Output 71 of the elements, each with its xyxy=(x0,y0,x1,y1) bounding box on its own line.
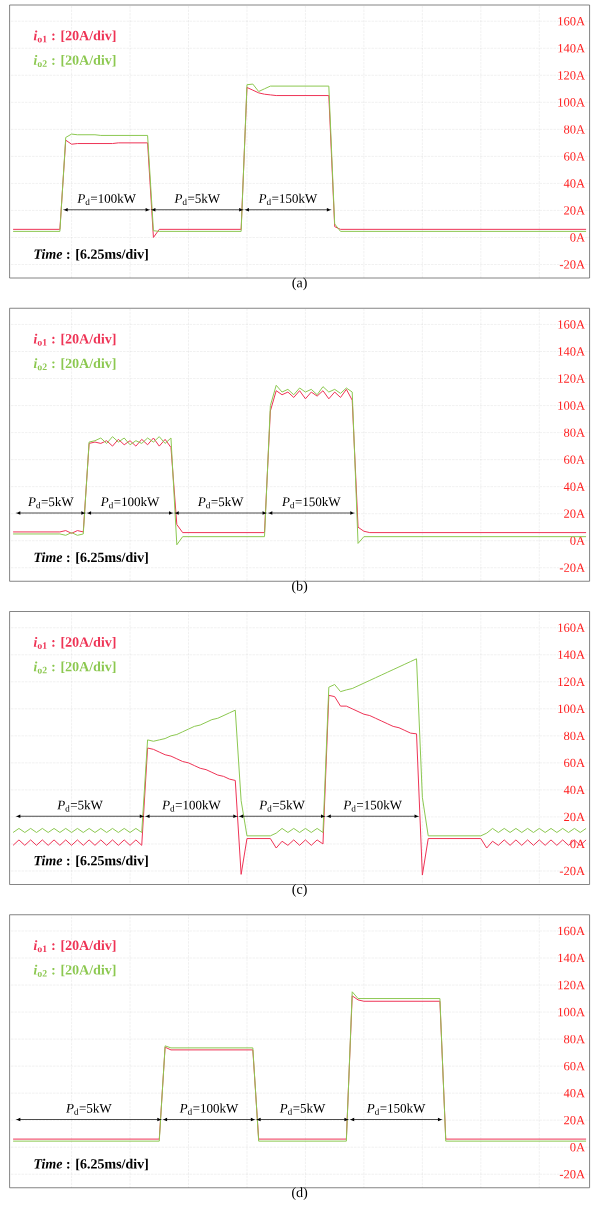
text: i$_{o1}$ : [20A/div] xyxy=(33,636,116,649)
annotation: P$_{d}$=100kW xyxy=(162,800,221,812)
y-tick-label: 120A xyxy=(558,677,585,687)
y-tick-label: 140A xyxy=(558,347,585,356)
annotation: Time : [6.25ms/div] xyxy=(34,855,148,868)
y-tick-label: 80A xyxy=(564,125,585,134)
annotation: P$_{d}$=150kW xyxy=(258,193,318,206)
y-tick-label: 0A xyxy=(570,233,585,242)
y-tick-label: 120A xyxy=(558,71,585,80)
y-tick-label: 80A xyxy=(564,428,585,437)
y-tick-label: 140A xyxy=(558,44,585,53)
text: i$_{o2}$ : [20A/div] xyxy=(33,358,116,371)
y-tick-label: 60A xyxy=(564,1061,585,1071)
y-tick-label: -20A xyxy=(559,563,585,572)
annotation: P$_{d}$=5kW xyxy=(27,497,74,509)
annotation: Time : [6.25ms/div] xyxy=(34,249,148,261)
y-tick-label: 40A xyxy=(563,1088,585,1098)
y-tick-label: 60A xyxy=(564,758,585,768)
text: i$_{o2}$ : [20A/div] xyxy=(33,964,116,977)
text: (d) xyxy=(292,1187,308,1200)
y-tick-label: 140A xyxy=(558,650,585,659)
text: i$_{o2}$ : [20A/div] xyxy=(33,661,116,674)
y-tick-label: 20A xyxy=(564,1115,585,1125)
annotation: P$_{d}$=5kW xyxy=(57,800,103,812)
y-tick-label: 20A xyxy=(564,206,585,215)
text: (b) xyxy=(292,580,308,594)
y-tick-label: 20A xyxy=(564,509,585,518)
y-tick-label: 60A xyxy=(564,152,585,161)
annotation: Time : [6.25ms/div] xyxy=(34,1158,148,1171)
y-tick-label: 100A xyxy=(558,1007,585,1017)
y-tick-label: 40A xyxy=(563,482,585,491)
annotation: P$_{d}$=100kW xyxy=(77,193,136,206)
annotation: P$_{d}$=150kW xyxy=(366,1103,426,1115)
y-tick-label: 80A xyxy=(564,1034,585,1044)
text: i$_{o2}$ : [20A/div] xyxy=(33,54,116,67)
y-tick-label: 120A xyxy=(558,980,585,990)
y-tick-label: -20A xyxy=(559,260,585,269)
annotation: P$_{d}$=5kW xyxy=(279,1103,326,1115)
y-tick-label: 80A xyxy=(564,731,585,741)
y-tick-label: 20A xyxy=(564,812,585,822)
annotation: Time : [6.25ms/div] xyxy=(34,552,148,564)
y-tick-label: 0A xyxy=(570,536,585,545)
y-tick-label: 160A xyxy=(558,320,585,329)
y-tick-label: 40A xyxy=(563,785,585,795)
y-tick-label: 160A xyxy=(558,623,585,632)
y-tick-label: 100A xyxy=(558,401,585,410)
annotation: P$_{d}$=100kW xyxy=(179,1103,239,1115)
annotation: P$_{d}$=5kW xyxy=(259,800,305,812)
y-tick-label: 140A xyxy=(558,953,585,963)
annotation: P$_{d}$=5kW xyxy=(174,193,221,206)
y-tick-label: 0A xyxy=(570,1143,585,1152)
y-tick-label: 100A xyxy=(558,704,585,714)
y-tick-label: 0A xyxy=(570,839,585,849)
text: (c) xyxy=(292,884,307,897)
text: i$_{o1}$ : [20A/div] xyxy=(33,940,116,953)
y-tick-label: 60A xyxy=(564,455,585,464)
annotation: P$_{d}$=150kW xyxy=(343,800,402,812)
annotation: P$_{d}$=100kW xyxy=(100,497,160,509)
y-tick-label: -20A xyxy=(559,1170,585,1179)
y-tick-label: 120A xyxy=(558,374,585,383)
annotation: P$_{d}$=5kW xyxy=(197,497,244,509)
y-tick-label: 160A xyxy=(558,926,585,936)
text: i$_{o1}$ : [20A/div] xyxy=(33,30,116,43)
text: (a) xyxy=(292,277,307,291)
text: i$_{o1}$ : [20A/div] xyxy=(33,333,116,346)
y-tick-label: 100A xyxy=(558,98,585,107)
y-tick-label: -20A xyxy=(559,866,585,876)
y-tick-label: 160A xyxy=(558,17,585,26)
y-tick-label: 40A xyxy=(563,179,585,188)
annotation: P$_{d}$=5kW xyxy=(65,1103,112,1115)
annotation: P$_{d}$=150kW xyxy=(281,497,341,509)
